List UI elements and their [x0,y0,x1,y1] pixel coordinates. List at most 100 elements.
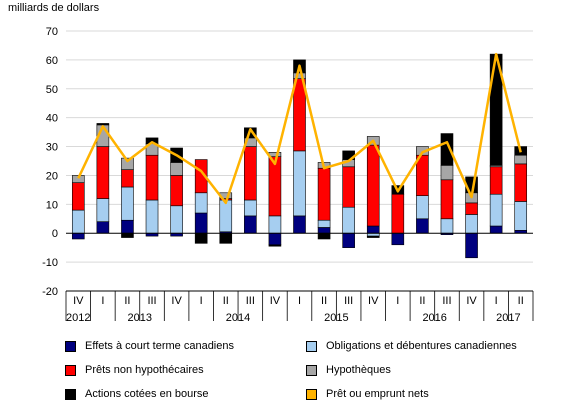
bar-segment [170,205,183,234]
bar-segment [194,212,208,234]
bar-segment [121,169,134,188]
y-tick-label: -20 [42,286,58,298]
x-tick-label-quarter: IV [466,295,477,307]
x-tick-label-quarter: III [147,295,156,307]
bar-segment [293,150,306,217]
bar-segment [440,165,454,181]
bar-segment [416,218,429,234]
x-tick-label-quarter: II [124,295,130,307]
y-tick-label: 40 [46,113,58,125]
bar-segment [317,227,331,234]
x-tick-label-quarter: IV [171,295,182,307]
bar-segment [96,198,110,222]
bar-segment [317,232,331,240]
x-tick-label-quarter: II [321,295,327,307]
y-tick-label: 10 [46,199,58,211]
bar-segment [416,195,429,220]
bar-segment [465,202,478,215]
x-tick-label-quarter: I [200,295,203,307]
x-tick-label-quarter: I [495,295,498,307]
y-tick-label: 30 [46,142,58,154]
y-tick-label: 70 [46,26,58,38]
x-tick-label-year: 2013 [127,312,151,324]
bar-segment [268,215,282,234]
bar-segment [219,199,233,233]
bar-segment [391,193,405,234]
bar-segment [293,215,306,234]
bar-segment [440,133,454,166]
x-tick-label-quarter: III [442,295,451,307]
bar-segment [366,225,380,234]
x-tick-label-year: 2014 [226,312,250,324]
bar-segment [366,144,380,227]
y-tick-label: -10 [42,257,58,269]
bar-segment [194,232,208,244]
x-tick-label-quarter: I [101,295,104,307]
bar-segment [244,199,257,217]
bar-segment [440,218,454,234]
x-tick-label-quarter: I [298,295,301,307]
x-tick-label-year: 2016 [422,312,446,324]
x-tick-label-year: 2012 [66,312,90,324]
x-tick-label-quarter: IV [368,295,379,307]
y-tick-label: 0 [52,228,58,240]
bar-segment [219,232,233,244]
bar-segment [489,225,503,234]
x-tick-label-quarter: II [518,295,524,307]
bar-segment [194,192,208,214]
bar-segment [71,182,85,211]
line-series-group [77,52,522,205]
bar-segment [244,146,257,201]
bar-segment [244,215,257,234]
bar-segment [342,166,355,208]
bar-segment [489,166,503,195]
x-tick-label-quarter: II [419,295,425,307]
y-tick-label: 60 [46,55,58,67]
bar-segment [96,146,110,199]
bar-segment [514,163,528,202]
bar-segment [71,232,85,240]
bar-segment [317,167,331,221]
net-lending-line [77,52,522,205]
bar-segment [145,199,159,234]
bar-segment [366,235,380,238]
bar-segment [268,156,282,217]
bar-segment [121,186,134,221]
bar-segment [170,162,183,176]
x-tick-label-quarter: III [246,295,255,307]
bar-segment [268,232,282,246]
y-axis-unit-label: milliards de dollars [8,2,100,14]
bar-segment [514,154,528,165]
bar-segment [96,123,110,126]
bar-segment [145,154,159,201]
bar-segment [170,175,183,207]
bar-segment [121,219,134,234]
bar-segment [391,232,405,246]
bar-segment [96,221,110,234]
bar-segment [293,78,306,152]
bar-segment [440,179,454,220]
x-tick-label-quarter: IV [73,295,84,307]
bar-segment [71,209,85,234]
x-tick-label-quarter: IV [270,295,281,307]
y-tick-label: 50 [46,84,58,96]
bar-segment [268,244,282,247]
x-tick-label-quarter: I [396,295,399,307]
bar-series-group [71,53,528,259]
bar-segment [465,214,478,234]
bar-segment [465,232,478,259]
bar-segment [514,201,528,231]
y-tick-label: 20 [46,170,58,182]
bar-segment [121,157,134,170]
x-tick-label-year: 2017 [496,312,520,324]
x-tick-label-year: 2015 [324,312,348,324]
bar-segment [342,206,355,234]
x-tick-label-quarter: III [344,295,353,307]
bar-segment [342,232,355,248]
bar-segment [121,232,134,238]
x-tick-label-quarter: II [223,295,229,307]
bar-segment [317,219,331,228]
bar-segment [489,193,503,227]
